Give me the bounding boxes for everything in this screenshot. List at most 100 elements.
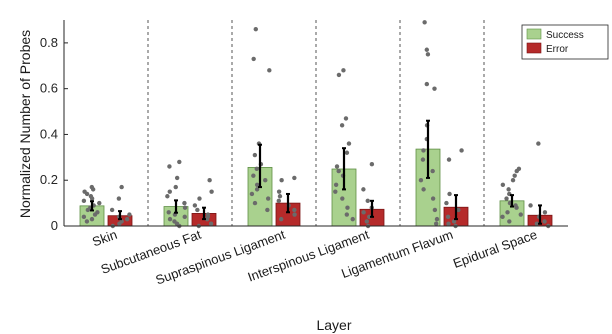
data-point bbox=[85, 207, 91, 213]
data-point bbox=[336, 168, 341, 174]
data-point bbox=[192, 203, 198, 208]
data-point bbox=[445, 214, 451, 220]
data-point bbox=[267, 68, 272, 73]
data-point bbox=[254, 166, 259, 171]
data-point bbox=[518, 212, 523, 217]
data-point bbox=[514, 205, 519, 210]
data-point bbox=[124, 216, 130, 222]
data-point bbox=[433, 221, 439, 226]
data-point bbox=[333, 189, 338, 194]
data-point bbox=[251, 56, 256, 62]
data-point bbox=[277, 194, 283, 199]
data-point bbox=[251, 173, 256, 178]
data-point bbox=[182, 205, 188, 210]
data-point bbox=[500, 182, 506, 187]
data-point bbox=[167, 164, 172, 169]
y-tick-label: 0.2 bbox=[40, 172, 58, 187]
data-point bbox=[119, 184, 124, 190]
data-point bbox=[253, 26, 258, 32]
data-point bbox=[459, 148, 464, 153]
data-point bbox=[500, 214, 505, 220]
data-point bbox=[127, 212, 132, 217]
data-point bbox=[542, 210, 548, 215]
data-point bbox=[89, 196, 95, 201]
plot-area bbox=[79, 20, 553, 229]
data-point bbox=[444, 200, 449, 206]
data-point bbox=[279, 178, 284, 183]
data-point bbox=[542, 219, 547, 224]
data-point bbox=[425, 52, 431, 57]
data-point bbox=[510, 178, 516, 183]
data-point bbox=[81, 214, 87, 220]
y-tick-label: 0.4 bbox=[40, 126, 58, 141]
data-point bbox=[81, 198, 87, 204]
data-point bbox=[292, 212, 297, 217]
legend: Success Error bbox=[521, 24, 609, 60]
data-point bbox=[209, 189, 214, 194]
data-point bbox=[451, 219, 457, 224]
data-point bbox=[432, 207, 438, 213]
data-point bbox=[276, 189, 282, 194]
data-point bbox=[182, 200, 187, 206]
data-point bbox=[340, 196, 345, 201]
data-point bbox=[276, 198, 282, 204]
data-point bbox=[456, 207, 461, 213]
data-point bbox=[333, 182, 339, 187]
data-point bbox=[109, 207, 115, 213]
data-point bbox=[361, 210, 366, 215]
data-point bbox=[254, 187, 260, 192]
data-point bbox=[434, 216, 440, 222]
data-point bbox=[421, 148, 426, 153]
legend-swatch-success bbox=[526, 28, 542, 40]
data-point bbox=[165, 194, 170, 199]
data-point bbox=[89, 216, 95, 222]
data-point bbox=[507, 219, 512, 224]
data-point bbox=[536, 141, 541, 146]
data-point bbox=[447, 191, 452, 197]
data-point bbox=[512, 173, 517, 178]
data-point bbox=[534, 221, 540, 226]
data-point bbox=[252, 200, 258, 206]
data-point bbox=[344, 212, 350, 217]
data-point bbox=[252, 152, 258, 158]
data-point bbox=[117, 221, 122, 226]
data-point bbox=[334, 164, 340, 169]
data-point bbox=[97, 200, 102, 206]
data-point bbox=[84, 191, 90, 197]
data-point bbox=[263, 178, 268, 183]
y-axis-title: Normalized Number of Probes bbox=[17, 30, 33, 218]
data-point bbox=[292, 175, 297, 181]
data-point bbox=[505, 210, 510, 215]
data-point bbox=[278, 216, 284, 222]
data-point bbox=[430, 168, 435, 174]
data-point bbox=[341, 68, 346, 73]
legend-swatch-error bbox=[526, 42, 542, 54]
legend-label-error: Error bbox=[546, 44, 569, 55]
y-tick-label: 0.8 bbox=[40, 35, 58, 50]
data-point bbox=[345, 205, 350, 210]
data-point bbox=[344, 150, 350, 155]
data-point bbox=[424, 81, 430, 87]
data-point bbox=[346, 141, 352, 146]
data-point bbox=[265, 196, 271, 201]
data-point bbox=[361, 187, 366, 192]
data-point bbox=[432, 86, 437, 91]
data-point bbox=[195, 207, 200, 213]
data-point bbox=[446, 157, 452, 162]
data-point bbox=[116, 196, 122, 201]
x-category-label: Skin bbox=[90, 227, 119, 250]
data-point bbox=[446, 221, 451, 226]
data-point bbox=[424, 47, 430, 52]
data-point bbox=[249, 191, 255, 197]
data-point bbox=[339, 123, 345, 128]
data-point bbox=[207, 178, 212, 183]
data-point bbox=[365, 198, 370, 204]
data-point bbox=[343, 116, 349, 121]
data-point bbox=[421, 187, 426, 192]
x-category-label: Epidural Space bbox=[451, 227, 539, 271]
data-point bbox=[528, 203, 533, 208]
y-tick-label: 0.6 bbox=[40, 81, 58, 96]
data-point bbox=[167, 189, 172, 194]
